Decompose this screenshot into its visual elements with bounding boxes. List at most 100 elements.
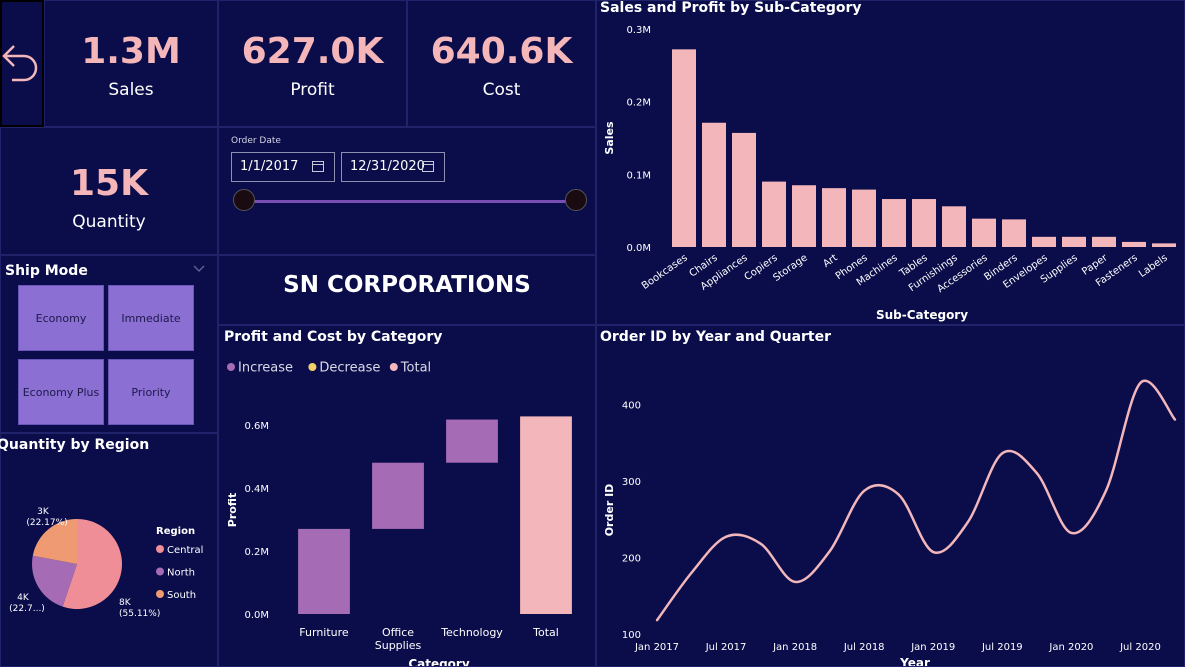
line-point-q8 xyxy=(897,493,900,496)
back-arrow-icon[interactable] xyxy=(2,40,42,90)
kpi-cost-label: Cost xyxy=(482,80,521,100)
bar-machines xyxy=(882,199,906,247)
kpi-sales-label: Sales xyxy=(108,80,154,100)
ship-mode-immediate[interactable]: Immediate xyxy=(108,285,194,351)
pie-data-percent: (22.17%) xyxy=(26,518,67,528)
kpi-quantity-value: 15K xyxy=(70,163,148,204)
bar-labels xyxy=(1152,243,1176,247)
bar-phones xyxy=(852,189,876,247)
kpi-profit-value: 627.0K xyxy=(241,31,384,72)
line-point-q7 xyxy=(863,489,866,493)
x-tick-label: Supplies xyxy=(375,639,422,652)
line-point-q5 xyxy=(793,580,797,584)
x-tick-label: Office xyxy=(382,626,414,639)
kpi-sales-card: 1.3M Sales xyxy=(44,0,218,127)
category-waterfall-chart: Increase Decrease Total 0.0M 0.2M 0.4M 0.6M Pro… xyxy=(226,361,572,666)
bar-accessories xyxy=(972,218,996,247)
legend-label-decrease: Decrease xyxy=(319,361,380,376)
y-tick-label: 300 xyxy=(622,477,641,488)
line-point-q3 xyxy=(724,535,728,538)
x-tick-label: Jul 2019 xyxy=(981,642,1023,653)
start-date-value: 1/1/2017 xyxy=(240,159,299,174)
pie-slice-south xyxy=(32,519,77,564)
bar-chairs xyxy=(702,122,726,247)
ship-mode-economy[interactable]: Economy xyxy=(18,285,104,351)
ship-mode-slicer: Ship Mode Economy Immediate Economy Plus… xyxy=(0,255,218,433)
pie-legend-marker-north xyxy=(156,567,164,576)
end-date-input[interactable]: 12/31/2020 xyxy=(341,152,445,182)
line-point-q16 xyxy=(1173,418,1177,421)
legend-label-increase: Increase xyxy=(238,361,293,376)
y-tick-label: 0.2M xyxy=(626,98,651,109)
pie-legend-marker-south xyxy=(156,590,164,598)
kpi-profit-card: 627.0K Profit xyxy=(218,0,407,127)
x-tick-label: Jan 2019 xyxy=(910,642,955,653)
pie-data-label: 3K xyxy=(37,507,50,517)
category-waterfall-title: Profit and Cost by Category xyxy=(224,329,443,345)
y-axis-label: Profit xyxy=(226,493,239,527)
pie-slice-north xyxy=(31,555,77,607)
waterfall-bar-office-supplies xyxy=(372,462,424,529)
y-tick-label: 0.2M xyxy=(244,547,269,558)
bar-bookcases xyxy=(672,49,696,248)
legend-marker-increase xyxy=(227,363,235,371)
calendar-icon[interactable] xyxy=(422,161,434,172)
y-tick-label: 0.4M xyxy=(244,484,269,495)
start-date-input[interactable]: 1/1/2017 xyxy=(231,152,335,182)
pie-legend-marker-central xyxy=(156,545,164,553)
region-pie-panel: Quantity by Region 8K (55.11%) 4K (22.7...)… xyxy=(0,433,218,667)
line-point-q12 xyxy=(1035,472,1039,475)
x-tick-label: Labels xyxy=(1137,252,1170,279)
bar-fasteners xyxy=(1122,241,1146,247)
x-tick-label: Bookcases xyxy=(640,252,690,291)
ship-mode-priority[interactable]: Priority xyxy=(108,359,194,425)
pie-data-label: 8K xyxy=(119,598,132,608)
line-point-q15 xyxy=(1139,381,1142,385)
ship-mode-economy-plus[interactable]: Economy Plus xyxy=(18,359,104,425)
kpi-profit-label: Profit xyxy=(290,80,335,100)
bar-binders xyxy=(1002,219,1026,247)
x-axis-label: Category xyxy=(408,657,470,666)
x-tick-label: Jan 2020 xyxy=(1048,642,1093,653)
pie-data-percent: (22.7...) xyxy=(9,604,45,614)
subcategory-chart-panel: Sales and Profit by Sub-Category 0.0M 0.1… xyxy=(596,0,1185,325)
order-line-panel: Order ID by Year and Quarter 100 200 300 40… xyxy=(596,325,1185,667)
order-date-slicer: Order Date 1/1/2017 12/31/2020 xyxy=(218,127,596,255)
x-tick-label: Storage xyxy=(771,252,809,283)
kpi-cost-value: 640.6K xyxy=(430,31,573,72)
line-point-q11 xyxy=(1001,452,1004,455)
pie-slice-central xyxy=(62,519,123,609)
y-tick-label: 100 xyxy=(622,630,641,641)
x-tick-label: Jul 2018 xyxy=(843,642,885,653)
bar-storage xyxy=(792,185,816,247)
date-range-end-handle[interactable] xyxy=(565,189,587,211)
region-pie-chart: 8K(55.11%) 4K(22.7...) 3K(22.17%) Region Cen… xyxy=(9,507,203,619)
order-line-chart: 100 200 300 400 Order ID Jan 2017 Jul 2017 Jan … xyxy=(603,379,1177,666)
line-point-q2 xyxy=(690,571,693,574)
x-tick-label: Jul 2020 xyxy=(1119,642,1161,653)
subcategory-bar-chart: 0.0M0.1M0.2M0.3MSalesBookcasesChairsAppl… xyxy=(603,25,1176,322)
kpi-sales-value: 1.3M xyxy=(81,31,181,72)
bar-furnishings xyxy=(942,206,966,247)
date-range-track[interactable] xyxy=(245,200,575,203)
pie-legend-title: Region xyxy=(156,526,195,537)
y-tick-label: 0.1M xyxy=(626,170,651,181)
pie-data-label: 4K xyxy=(17,593,30,603)
calendar-icon[interactable] xyxy=(312,161,324,172)
x-tick-label: Technology xyxy=(440,626,503,639)
x-tick-label: Jan 2017 xyxy=(634,642,679,653)
bar-supplies xyxy=(1062,236,1086,247)
chevron-down-icon[interactable] xyxy=(193,265,205,273)
company-title-panel: SN CORPORATIONS xyxy=(218,255,596,325)
order-date-label: Order Date xyxy=(231,136,281,146)
y-tick-label: 0.6M xyxy=(244,421,269,432)
kpi-quantity-label: Quantity xyxy=(72,212,146,232)
order-line-title: Order ID by Year and Quarter xyxy=(600,329,832,345)
company-title: SN CORPORATIONS xyxy=(283,272,531,298)
pie-legend-label-north: North xyxy=(167,568,195,579)
kpi-cost-card: 640.6K Cost xyxy=(407,0,596,127)
end-date-value: 12/31/2020 xyxy=(350,159,425,174)
x-tick-label: Jul 2017 xyxy=(705,642,747,653)
bar-copiers xyxy=(762,181,786,247)
date-range-start-handle[interactable] xyxy=(233,189,255,211)
